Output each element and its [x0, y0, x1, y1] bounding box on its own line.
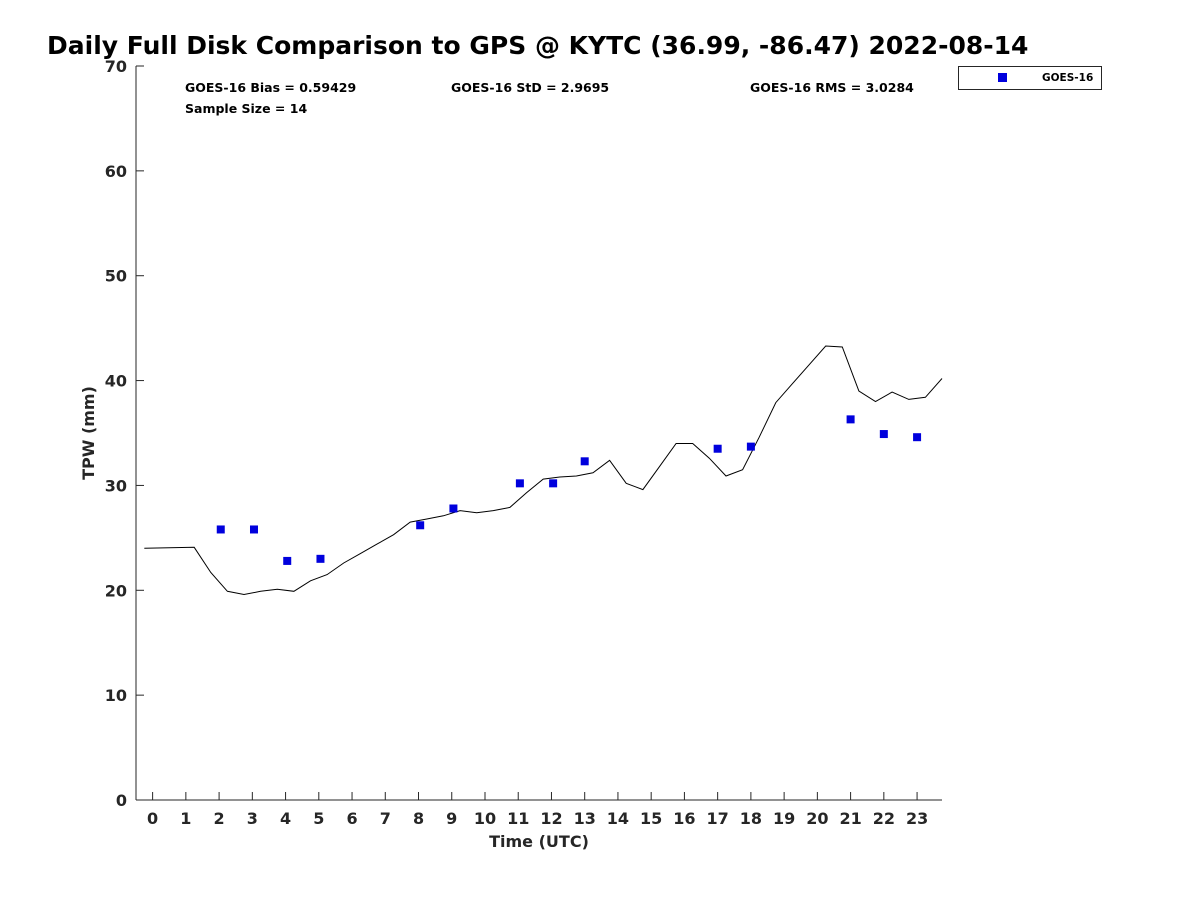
goes16-point	[879, 430, 888, 439]
goes16-point	[846, 415, 855, 424]
x-tick-label: 19	[773, 809, 795, 828]
gps-tpw-line	[144, 345, 943, 596]
x-tick-label: 1	[180, 809, 191, 828]
x-tick-label: 13	[574, 809, 596, 828]
x-tick-label: 7	[380, 809, 391, 828]
y-tick-label: 20	[105, 581, 127, 600]
x-tick-label: 18	[740, 809, 762, 828]
goes16-point	[580, 457, 589, 466]
x-tick-label: 4	[280, 809, 291, 828]
y-axis-label: TPW (mm)	[79, 386, 98, 480]
bias-stat: GOES-16 Bias = 0.59429	[185, 80, 356, 95]
x-tick-label: 0	[147, 809, 158, 828]
goes16-point	[283, 556, 292, 565]
x-tick-label: 21	[839, 809, 861, 828]
y-ticks: 0 10 20 30 40 50 60 70	[105, 57, 144, 810]
x-tick-label: 3	[247, 809, 258, 828]
goes16-point	[416, 521, 425, 530]
y-tick-label: 50	[105, 267, 127, 286]
x-tick-label: 5	[313, 809, 324, 828]
goes16-point	[713, 444, 722, 453]
goes16-point	[746, 442, 755, 451]
chart-title: Daily Full Disk Comparison to GPS @ KYTC…	[47, 31, 1028, 60]
x-tick-label: 22	[873, 809, 895, 828]
x-tick-label: 23	[906, 809, 928, 828]
rms-stat: GOES-16 RMS = 3.0284	[750, 80, 914, 95]
y-tick-label: 40	[105, 372, 127, 391]
sample-size-stat: Sample Size = 14	[185, 101, 307, 116]
goes16-point	[449, 504, 458, 513]
std-stat: GOES-16 StD = 2.9695	[451, 80, 609, 95]
x-tick-label: 15	[640, 809, 662, 828]
goes16-point	[316, 554, 325, 563]
goes16-point	[216, 525, 225, 534]
legend-box	[958, 66, 1102, 90]
goes16-point	[913, 433, 922, 442]
goes16-point	[249, 525, 258, 534]
goes16-point	[549, 479, 558, 488]
x-tick-label: 16	[673, 809, 695, 828]
x-axis-label: Time (UTC)	[489, 832, 589, 851]
x-tick-label: 17	[707, 809, 729, 828]
x-tick-label: 12	[540, 809, 562, 828]
y-tick-label: 60	[105, 162, 127, 181]
y-tick-label: 0	[116, 791, 127, 810]
legend-marker	[998, 73, 1007, 82]
legend-label-goes16: GOES-16	[1042, 72, 1093, 84]
y-tick-label: 30	[105, 476, 127, 495]
goes16-points	[216, 415, 922, 565]
x-tick-label: 9	[446, 809, 457, 828]
x-tick-label: 20	[806, 809, 828, 828]
x-tick-label: 8	[413, 809, 424, 828]
x-tick-label: 10	[474, 809, 496, 828]
x-tick-label: 11	[507, 809, 529, 828]
x-ticks: 0 1 2 3 4 5 6 7 8 9 10 11 12 13 14 15 16 17 18 19 20 21 22 23	[147, 792, 928, 828]
x-tick-label: 2	[214, 809, 225, 828]
goes16-point	[515, 479, 524, 488]
x-tick-label: 6	[346, 809, 357, 828]
legend: GOES-16	[958, 66, 1102, 90]
y-tick-label: 70	[105, 57, 127, 76]
x-tick-label: 14	[607, 809, 629, 828]
y-tick-label: 10	[105, 686, 127, 705]
